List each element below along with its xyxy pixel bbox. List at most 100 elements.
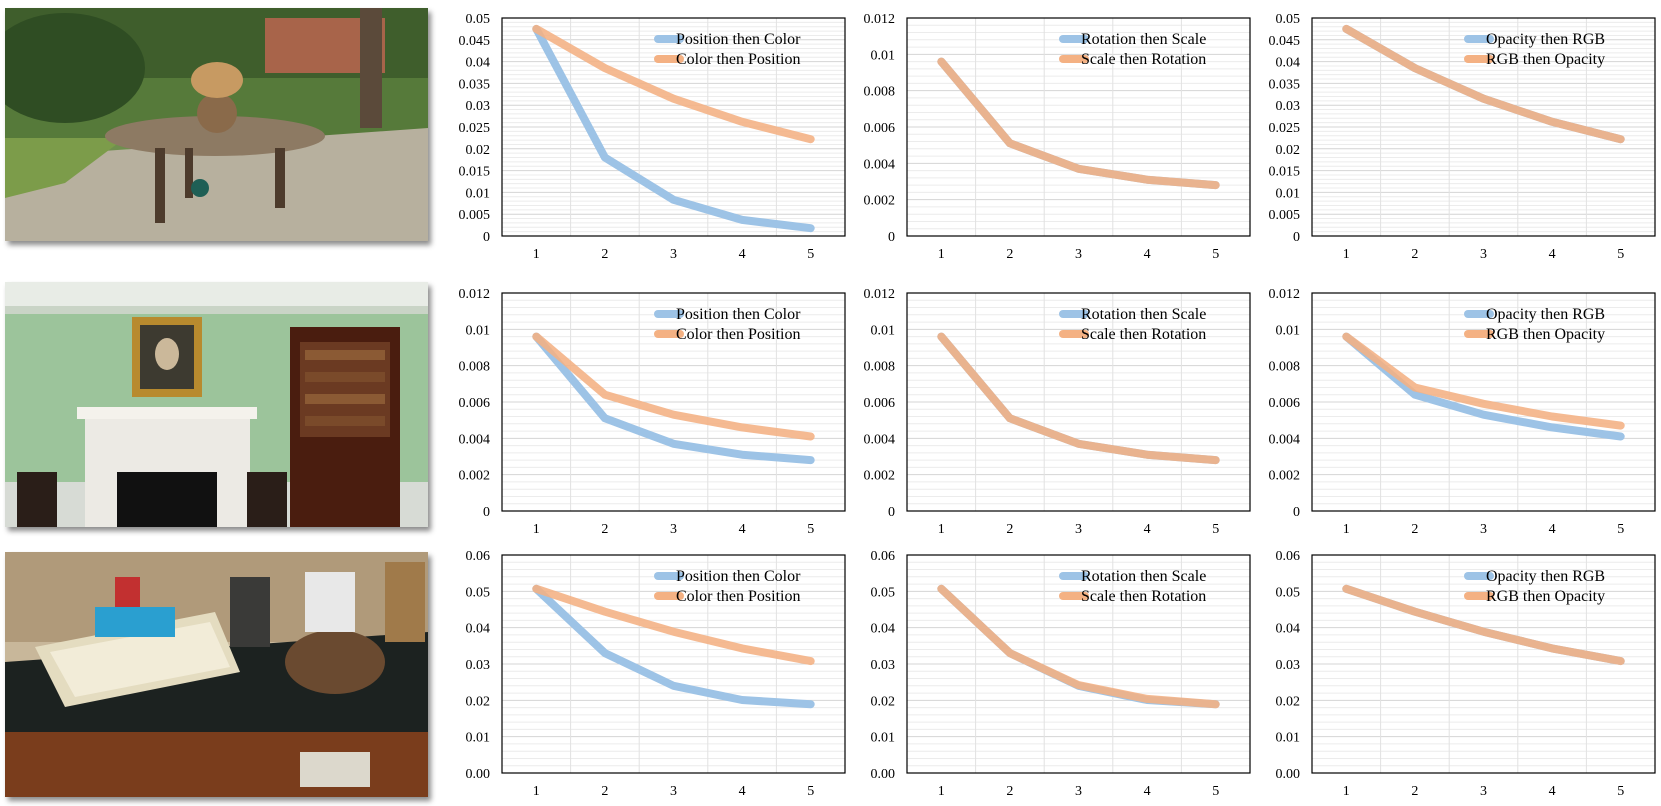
x-tick-label: 1 [533, 247, 540, 262]
chart-r2c1: 0 0.002 0.004 0.006 0.008 0.01 0.012 1 2 3 4 5 Posit… [440, 283, 846, 538]
y-tick-label: 0.06 [1276, 549, 1301, 564]
chart-svg: 0.00 0.01 0.02 0.03 0.04 0.05 0.06 1 2 3 4 5 Opacity… [1276, 549, 1656, 799]
x-tick-label: 5 [1617, 784, 1624, 799]
y-tick-label: 0.035 [459, 77, 491, 92]
y-tick-label: 0.03 [871, 658, 896, 673]
y-tick-label: 0 [888, 505, 895, 520]
legend-label: RGB then Opacity [1486, 588, 1605, 605]
y-tick-label: 0.01 [1276, 731, 1301, 746]
x-tick-label: 3 [1480, 784, 1487, 799]
legend-label: Scale then Rotation [1081, 326, 1206, 343]
y-tick-label: 0.006 [1269, 396, 1301, 411]
y-tick-label: 0.01 [1276, 323, 1301, 338]
y-tick-label: 0.015 [459, 165, 491, 180]
y-tick-label: 0.004 [1269, 432, 1301, 447]
x-tick-label: 2 [1411, 247, 1418, 262]
y-tick-label: 0.02 [466, 694, 491, 709]
x-tick-label: 1 [938, 784, 945, 799]
y-tick-label: 0.004 [459, 432, 491, 447]
y-tick-label: 0.00 [466, 767, 491, 782]
y-tick-label: 0.03 [1276, 658, 1301, 673]
plot-frame [906, 554, 1251, 774]
y-tick-label: 0.05 [466, 585, 491, 600]
x-tick-label: 1 [533, 522, 540, 537]
y-tick-label: 0.06 [871, 549, 896, 564]
y-tick-label: 0.025 [1269, 121, 1301, 136]
x-tick-label: 5 [807, 784, 814, 799]
y-tick-label: 0.01 [871, 48, 896, 63]
x-tick-label: 5 [1212, 247, 1219, 262]
x-tick-label: 3 [1075, 247, 1082, 262]
y-tick-label: 0.002 [864, 194, 896, 209]
x-tick-label: 1 [938, 247, 945, 262]
y-tick-label: 0.04 [1276, 622, 1301, 637]
legend-label: Rotation then Scale [1081, 306, 1206, 323]
x-tick-label: 1 [1343, 247, 1350, 262]
x-tick-label: 3 [670, 247, 677, 262]
x-tick-label: 1 [1343, 784, 1350, 799]
x-tick-label: 4 [1144, 522, 1151, 537]
chart-svg: 0 0.002 0.004 0.006 0.008 0.01 0.012 1 2 3 4 5 Rotat… [864, 12, 1251, 262]
legend-label: Position then Color [676, 31, 801, 48]
chart-r3c3: 0.00 0.01 0.02 0.03 0.04 0.05 0.06 1 2 3 4 5 Opacity… [1250, 545, 1656, 800]
y-tick-label: 0.002 [1269, 469, 1301, 484]
y-tick-label: 0.05 [1276, 12, 1301, 27]
room-photo [5, 282, 428, 527]
plot-frame [501, 292, 846, 512]
y-tick-label: 0.01 [1276, 186, 1301, 201]
x-tick-label: 5 [1212, 784, 1219, 799]
legend-label: RGB then Opacity [1486, 326, 1605, 343]
x-tick-label: 4 [1144, 784, 1151, 799]
y-tick-label: 0.04 [466, 56, 491, 71]
chart-r1c1: 0 0.005 0.01 0.015 0.02 0.025 0.03 0.035 0.04 0.0… [440, 8, 846, 263]
legend-label: Scale then Rotation [1081, 51, 1206, 68]
y-tick-label: 0.006 [864, 396, 896, 411]
chart-svg: 0 0.005 0.01 0.015 0.02 0.025 0.03 0.035 0.04 0.0… [459, 12, 846, 262]
y-tick-label: 0.06 [466, 549, 491, 564]
legend-label: Rotation then Scale [1081, 568, 1206, 585]
x-tick-label: 1 [1343, 522, 1350, 537]
legend-label: Position then Color [676, 568, 801, 585]
x-tick-label: 2 [601, 784, 608, 799]
x-tick-label: 4 [1549, 522, 1556, 537]
y-tick-label: 0.02 [1276, 143, 1301, 158]
x-tick-label: 3 [1075, 784, 1082, 799]
y-tick-label: 0.05 [1276, 585, 1301, 600]
chart-r2c2: 0 0.002 0.004 0.006 0.008 0.01 0.012 1 2 3 4 5 Rotat… [845, 283, 1251, 538]
x-tick-label: 3 [1075, 522, 1082, 537]
y-tick-label: 0.00 [1276, 767, 1301, 782]
legend-label: Scale then Rotation [1081, 588, 1206, 605]
chart-svg: 0.00 0.01 0.02 0.03 0.04 0.05 0.06 1 2 3 4 5 Positio… [466, 549, 846, 799]
y-tick-label: 0.005 [1269, 208, 1301, 223]
chart-svg: 0 0.002 0.004 0.006 0.008 0.01 0.012 1 2 3 4 5 Posit… [459, 287, 846, 537]
chart-r2c3: 0 0.002 0.004 0.006 0.008 0.01 0.012 1 2 3 4 5 Opaci… [1250, 283, 1656, 538]
y-tick-label: 0 [1293, 505, 1300, 520]
x-tick-label: 4 [739, 522, 746, 537]
legend-label: RGB then Opacity [1486, 51, 1605, 68]
y-tick-label: 0.002 [864, 469, 896, 484]
y-tick-label: 0.008 [864, 360, 896, 375]
chart-r1c2: 0 0.002 0.004 0.006 0.008 0.01 0.012 1 2 3 4 5 Rotat… [845, 8, 1251, 263]
y-tick-label: 0.045 [459, 34, 491, 49]
y-tick-label: 0.012 [1269, 287, 1301, 302]
y-tick-label: 0.004 [864, 157, 896, 172]
x-tick-label: 2 [1006, 522, 1013, 537]
x-tick-label: 3 [1480, 247, 1487, 262]
y-tick-label: 0.00 [871, 767, 896, 782]
legend-label: Opacity then RGB [1486, 306, 1605, 323]
x-tick-label: 5 [807, 247, 814, 262]
y-tick-label: 0.05 [466, 12, 491, 27]
x-tick-label: 2 [601, 522, 608, 537]
legend-label: Color then Position [676, 51, 800, 68]
y-tick-label: 0.008 [459, 360, 491, 375]
y-tick-label: 0.008 [1269, 360, 1301, 375]
y-tick-label: 0.045 [1269, 34, 1301, 49]
x-tick-label: 3 [1480, 522, 1487, 537]
plot-frame [1311, 17, 1656, 237]
plot-frame [1311, 292, 1656, 512]
kitchen-photo [5, 552, 428, 797]
x-tick-label: 3 [670, 522, 677, 537]
y-tick-label: 0 [483, 505, 490, 520]
y-tick-label: 0.012 [459, 287, 491, 302]
x-tick-label: 2 [1411, 522, 1418, 537]
